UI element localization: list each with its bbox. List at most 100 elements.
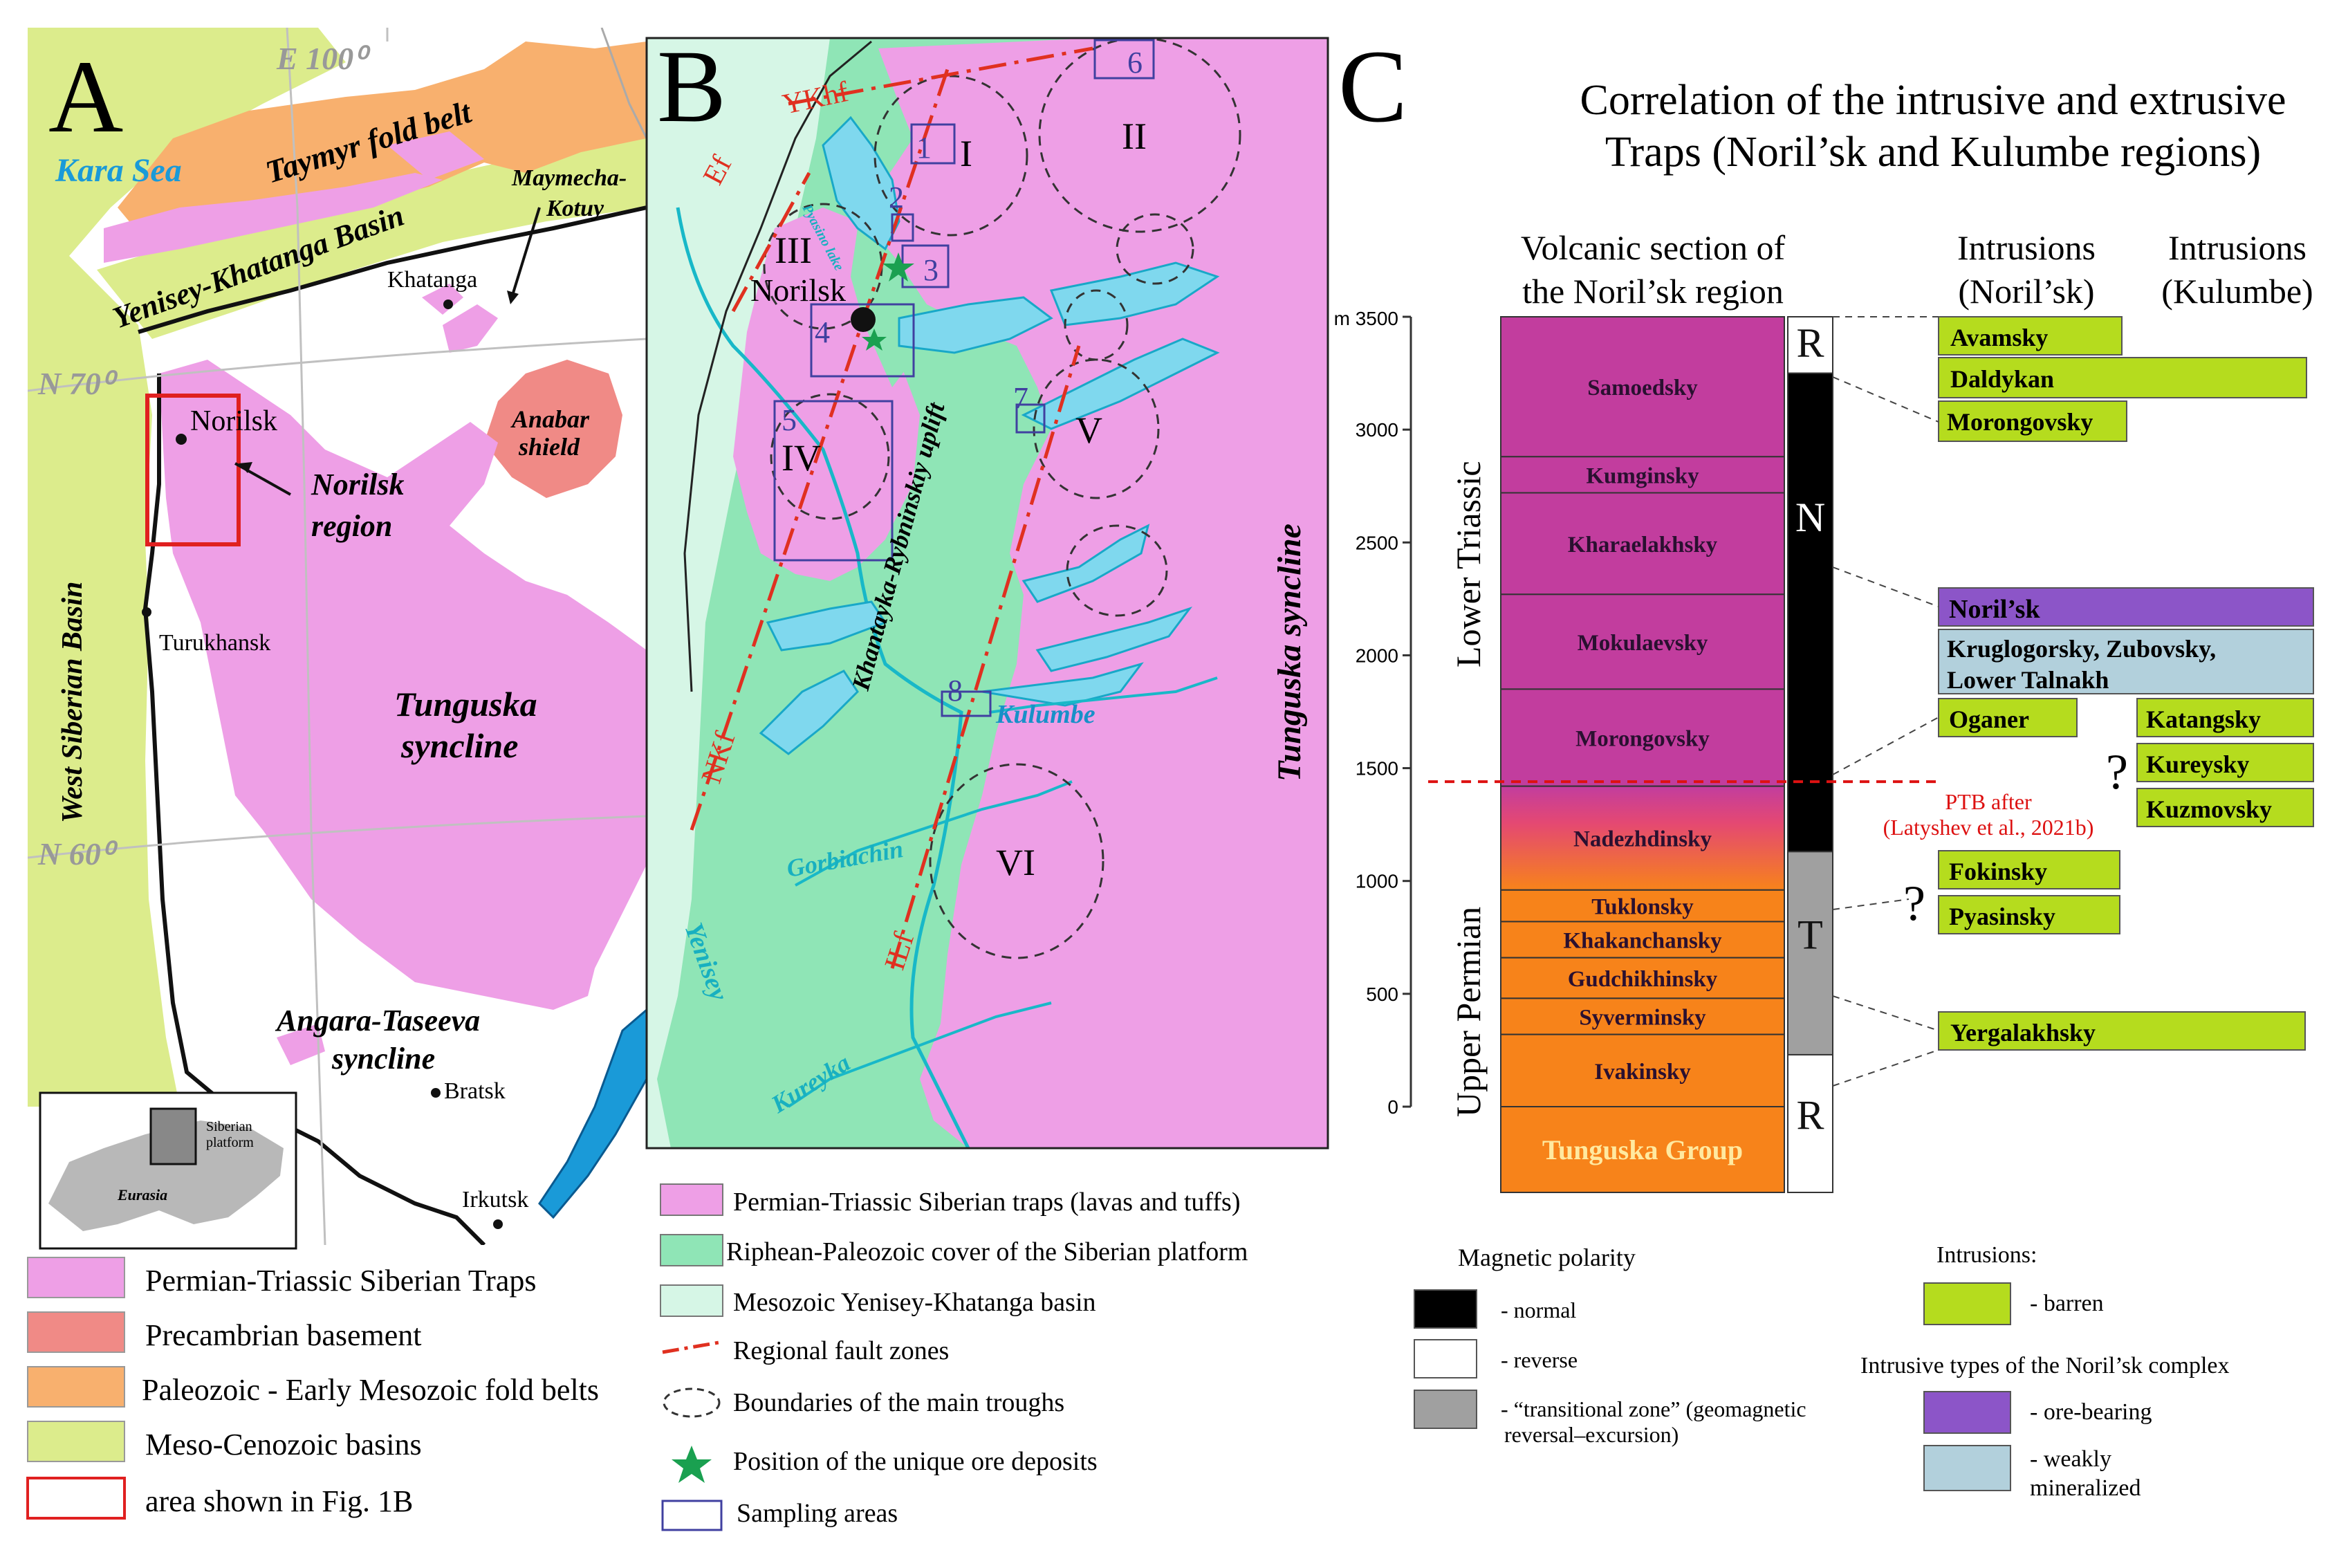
eurasia-inset: Siberian platform Eurasia — [39, 1091, 297, 1250]
intrusion-yergalakhsky — [1938, 1011, 2306, 1051]
depth-axis: m 3500 3000 2500 2000 1500 1000 500 0 — [1334, 308, 1412, 1118]
formation-gudchikhinsky — [1500, 957, 1785, 999]
intrusion-fokinsky — [1938, 850, 2120, 889]
legend-transitional-label-1: - “transitional zone” (geomagnetic — [1501, 1396, 1806, 1421]
formation-khakanchansky — [1500, 921, 1785, 959]
legend-label-precambrian: Precambrian basement — [145, 1318, 422, 1352]
legend-swatch-paleozoic — [27, 1366, 125, 1408]
latitude-60-label: N 60⁰ — [37, 836, 118, 871]
intrusion-avamsky — [1938, 316, 2123, 356]
question-mark-kulumbe: ? — [2106, 744, 2128, 800]
polarity-label: R — [1796, 1093, 1824, 1138]
irkutsk-label: Irkutsk — [462, 1187, 528, 1212]
depth-tick-label: 2500 — [1356, 532, 1398, 553]
norilsk-intrusions: Avamsky Daldykan Morongovsky Noril’sk Kr… — [1938, 316, 2314, 1051]
longitude-label: E 100⁰ — [276, 41, 371, 76]
norilsk-region-label-1: Norilsk — [311, 468, 404, 501]
legend-label-star: Position of the unique ore deposits — [733, 1447, 1098, 1476]
formation-label: Gudchikhinsky — [1568, 967, 1718, 992]
legend-label-basins: Meso-Cenozoic basins — [145, 1428, 422, 1461]
formation-nadezhdinsky — [1500, 785, 1785, 891]
depth-tick-label: 500 — [1366, 984, 1398, 1005]
intrusion-norilsk-label: Noril’sk — [1949, 595, 2040, 624]
intrusion-morongovsky-label: Morongovsky — [1947, 408, 2093, 436]
anabar-label-1: Anabar — [510, 405, 590, 433]
turukhansk-label: Turukhansk — [159, 630, 270, 656]
legend-transitional-swatch — [1414, 1390, 1477, 1429]
west-siberian-basin-area — [28, 28, 346, 1107]
formation-label: Mokulaevsky — [1578, 631, 1708, 656]
question-mark-fokinsky: ? — [1903, 876, 1925, 931]
intrusion-katangsky — [2136, 698, 2314, 737]
legend-swatch-area — [26, 1477, 126, 1520]
legend-weak-swatch — [1923, 1445, 2011, 1491]
inset-siberian-label-2: platform — [206, 1135, 254, 1150]
formation-label: Ivakinsky — [1594, 1060, 1691, 1085]
ore-deposit-star-1 — [882, 252, 914, 282]
col-kulumbe-1: Intrusions — [2168, 228, 2306, 267]
legend-label-fault: Regional fault zones — [733, 1336, 949, 1365]
trough-label-ii: II — [1122, 116, 1147, 157]
sampling-areas — [773, 39, 1155, 717]
bratsk-label: Bratsk — [444, 1078, 506, 1104]
tunguska-syncline-b-label: Tunguska syncline — [1271, 524, 1308, 782]
intrusion-kruglogorsky-label-2: Lower Talnakh — [1947, 666, 2109, 694]
norilsk-region-area — [166, 408, 221, 498]
norilsk-city-dot — [851, 307, 876, 332]
legend-swatch-mesozoic — [660, 1284, 723, 1317]
col-volcanic-1: Volcanic section of — [1521, 228, 1786, 267]
legend-weak-label-2: mineralized — [2030, 1475, 2141, 1501]
fault-zones — [690, 46, 1093, 969]
ore-deposit-star-2 — [862, 329, 887, 351]
yenisey-khatanga-basin-area — [97, 131, 647, 339]
formation-kharaelakhsky — [1500, 492, 1785, 596]
sampling-label-1: 1 — [916, 131, 932, 165]
formation-label: Kumginsky — [1586, 463, 1699, 488]
legend-mag-title: Magnetic polarity — [1458, 1244, 1636, 1271]
legend-transitional-label-2: reversal–excursion) — [1504, 1422, 1679, 1447]
turukhansk-dot — [142, 607, 151, 617]
formation-mokulaevsky — [1500, 593, 1785, 690]
intrusion-daldykan — [1938, 357, 2307, 398]
panel-a-letter: A — [48, 39, 123, 154]
intrusion-daldykan-label: Daldykan — [1950, 365, 2054, 393]
formation-label: Morongovsky — [1575, 727, 1710, 752]
col-norilsk-1: Intrusions — [1957, 228, 2096, 267]
formation-samoedsky — [1500, 316, 1785, 458]
correlation-connectors — [1832, 316, 1939, 1087]
formation-morongovsky — [1500, 688, 1785, 787]
legend-swatch-basins — [27, 1421, 125, 1462]
legend-normal-swatch — [1414, 1289, 1477, 1329]
sampling-label-5: 5 — [782, 403, 797, 437]
sampling-label-4: 4 — [815, 315, 830, 349]
trough-label-iii: III — [775, 230, 812, 271]
inset-eurasia-label: Eurasia — [117, 1186, 167, 1203]
sampling-label-6: 6 — [1127, 46, 1143, 80]
legend-ore-swatch — [1923, 1391, 2011, 1434]
intrusion-pyasinsky — [1938, 895, 2120, 934]
legend-symbol-trough — [663, 1387, 721, 1418]
taymyr-pink-strips — [104, 173, 443, 263]
panel-c-legend: Magnetic polarity - normal - reverse - “… — [1414, 1242, 2230, 1501]
platform-boundary — [138, 205, 647, 1245]
legend-swatch-traps-b — [660, 1183, 723, 1216]
tunguska-label-2: syncline — [400, 726, 518, 765]
lake-baikal — [538, 1008, 647, 1219]
trough-label-v: V — [1075, 409, 1102, 451]
age-lower-triassic: Lower Triassic — [1449, 461, 1488, 667]
depth-tick-3500: m 3500 — [1334, 308, 1398, 329]
intrusion-oganer — [1938, 698, 2078, 737]
legend-label-sampling: Sampling areas — [737, 1499, 898, 1528]
sampling-label-3: 3 — [923, 253, 939, 287]
depth-tick-label: 1500 — [1356, 758, 1398, 780]
sampling-label-2: 2 — [889, 181, 904, 214]
formation-ivakinsky — [1500, 1033, 1785, 1108]
depth-tick-label: 0 — [1387, 1096, 1398, 1118]
polarity-label: R — [1796, 320, 1824, 366]
khatanga-label: Khatanga — [387, 267, 477, 293]
col-kulumbe-2: (Kulumbe) — [2161, 272, 2313, 311]
polarity-label: T — [1797, 912, 1823, 958]
depth-tick-label: 3000 — [1356, 419, 1398, 441]
panel-c-letter: C — [1338, 29, 1407, 144]
